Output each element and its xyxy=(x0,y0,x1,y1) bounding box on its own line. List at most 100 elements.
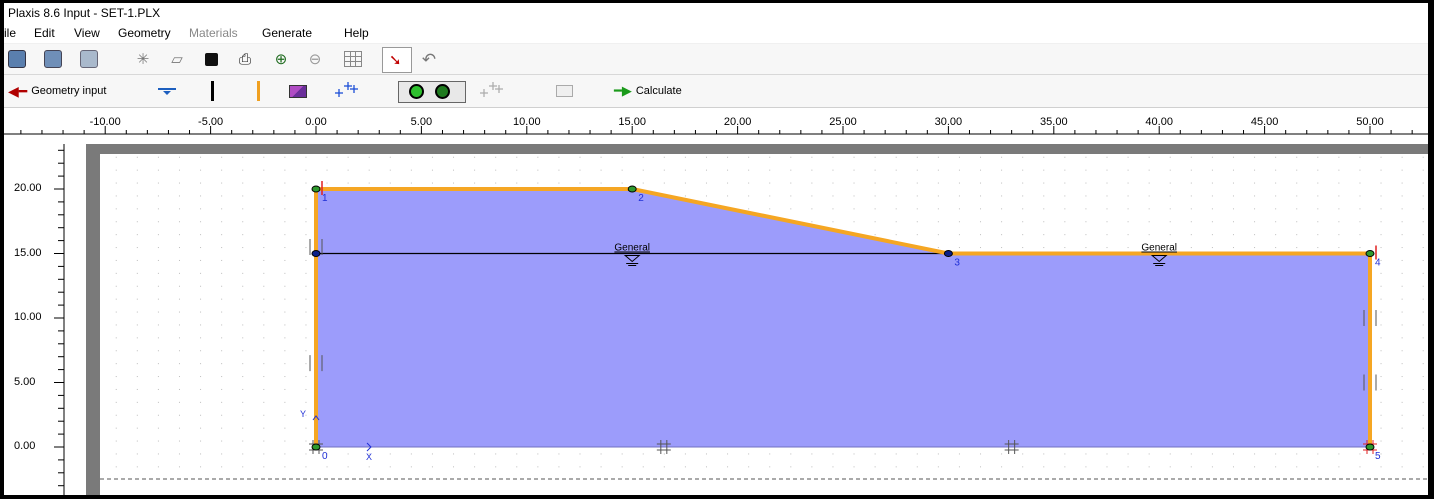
grid-dot xyxy=(1422,324,1424,326)
grid-dot xyxy=(1275,247,1277,249)
grid-dot xyxy=(874,156,876,158)
open-boundary-button[interactable] xyxy=(257,75,260,107)
grid-dot xyxy=(1401,311,1403,313)
grid-dot xyxy=(284,208,286,210)
print-icon[interactable]: ⎙ xyxy=(238,50,251,68)
disabled-crosses-button[interactable] xyxy=(479,75,505,107)
grid-dot xyxy=(1169,182,1171,184)
grid-dot xyxy=(242,453,244,455)
grid-dot xyxy=(305,259,307,261)
new-file-icon[interactable]: ✳ xyxy=(136,50,150,68)
save-project-icon[interactable] xyxy=(78,48,100,70)
geometry-model[interactable]: General General 0 1 2 3 4 5 Y X xyxy=(100,154,1428,495)
disabled-cluster-button[interactable] xyxy=(556,75,573,107)
grid-dot xyxy=(305,272,307,274)
grid-dot xyxy=(1211,466,1213,468)
grid-dot xyxy=(431,466,433,468)
geometry-point-3 xyxy=(943,250,953,257)
grid-dot xyxy=(200,466,202,468)
grid-dot xyxy=(1380,440,1382,442)
grid-dot xyxy=(958,453,960,455)
grid-dot xyxy=(558,169,560,171)
grid-dot xyxy=(221,247,223,249)
menu-generate[interactable]: Generate xyxy=(262,26,313,40)
menu-geometry[interactable]: Geometry xyxy=(118,26,171,40)
grid-dot xyxy=(980,169,982,171)
grid-dot xyxy=(115,388,117,390)
grid-dot xyxy=(1043,208,1045,210)
grid-dot xyxy=(958,234,960,236)
undo-icon[interactable]: ↶ xyxy=(421,49,437,69)
geometry-input-button[interactable]: ◀━ Geometry input xyxy=(8,75,106,107)
grid-dot xyxy=(242,169,244,171)
new-project-icon[interactable] xyxy=(6,48,28,70)
grid-dot xyxy=(242,259,244,261)
grid-dot xyxy=(916,466,918,468)
grid-dot xyxy=(305,285,307,287)
menu-file[interactable]: ile xyxy=(4,26,17,40)
grid-dot xyxy=(221,466,223,468)
grid-dot xyxy=(663,466,665,468)
grid-dot xyxy=(1317,247,1319,249)
grid-dot xyxy=(1085,169,1087,171)
menu-help[interactable]: Help xyxy=(344,26,369,40)
grid-dot xyxy=(727,466,729,468)
grid-dot xyxy=(1380,363,1382,365)
grid-dot xyxy=(853,208,855,210)
grid-dot xyxy=(410,466,412,468)
grid-dot xyxy=(1232,453,1234,455)
grid-dot xyxy=(1296,195,1298,197)
closed-flow-boundary-button[interactable] xyxy=(211,75,214,107)
generate-water-pressures-button[interactable] xyxy=(334,75,360,107)
drawing-area[interactable]: General General 0 1 2 3 4 5 Y X xyxy=(100,154,1428,495)
menu-materials[interactable]: Materials xyxy=(189,26,238,40)
ruler-x-label: 50.00 xyxy=(1356,116,1384,128)
floppy-save-icon[interactable] xyxy=(200,48,222,70)
selection-tool-frame[interactable]: ➘ xyxy=(382,47,412,73)
grid-dot xyxy=(980,221,982,223)
grid-dot xyxy=(1001,182,1003,184)
calculate-button[interactable]: ━▶ Calculate xyxy=(614,75,682,107)
grid-dot xyxy=(178,182,180,184)
grid-dot xyxy=(284,182,286,184)
zoom-out-icon[interactable]: ⊖ xyxy=(308,50,322,68)
open-folder-icon[interactable]: ▱ xyxy=(171,50,183,68)
grid-dot xyxy=(263,453,265,455)
grid-dot xyxy=(1254,169,1256,171)
grid-dot xyxy=(305,401,307,403)
grid-dot xyxy=(1422,182,1424,184)
grid-dot xyxy=(200,272,202,274)
pore-pressure-toggle-frame[interactable] xyxy=(398,81,466,103)
cluster-pore-pressure-button[interactable] xyxy=(289,75,307,107)
zoom-in-icon[interactable]: ⊕ xyxy=(274,50,288,68)
grid-dot xyxy=(1254,466,1256,468)
grid-dot xyxy=(178,156,180,158)
menu-edit[interactable]: Edit xyxy=(34,26,55,40)
grid-dot xyxy=(727,453,729,455)
grid-dot xyxy=(263,427,265,429)
grid-dot xyxy=(1001,221,1003,223)
open-project-icon[interactable] xyxy=(42,48,64,70)
grid-dot xyxy=(853,182,855,184)
menu-view[interactable]: View xyxy=(74,26,100,40)
grid-dot xyxy=(474,156,476,158)
grid-dot xyxy=(1401,453,1403,455)
phreatic-level-button[interactable] xyxy=(156,75,178,107)
grid-dot xyxy=(1401,182,1403,184)
grid-dot xyxy=(263,324,265,326)
grid-dot xyxy=(1001,156,1003,158)
grid-dot xyxy=(1232,156,1234,158)
grid-dot xyxy=(221,414,223,416)
total-fixity-mark xyxy=(656,440,671,454)
grid-dot xyxy=(221,453,223,455)
grid-dot xyxy=(284,298,286,300)
grid-dot xyxy=(1148,208,1150,210)
grid-dot xyxy=(1275,208,1277,210)
grid-dot xyxy=(1148,234,1150,236)
grid-dot xyxy=(200,247,202,249)
grid-dot xyxy=(115,363,117,365)
table-icon[interactable] xyxy=(342,48,364,70)
grid-dot xyxy=(1106,234,1108,236)
grid-dot xyxy=(516,466,518,468)
grid-dot xyxy=(1359,156,1361,158)
